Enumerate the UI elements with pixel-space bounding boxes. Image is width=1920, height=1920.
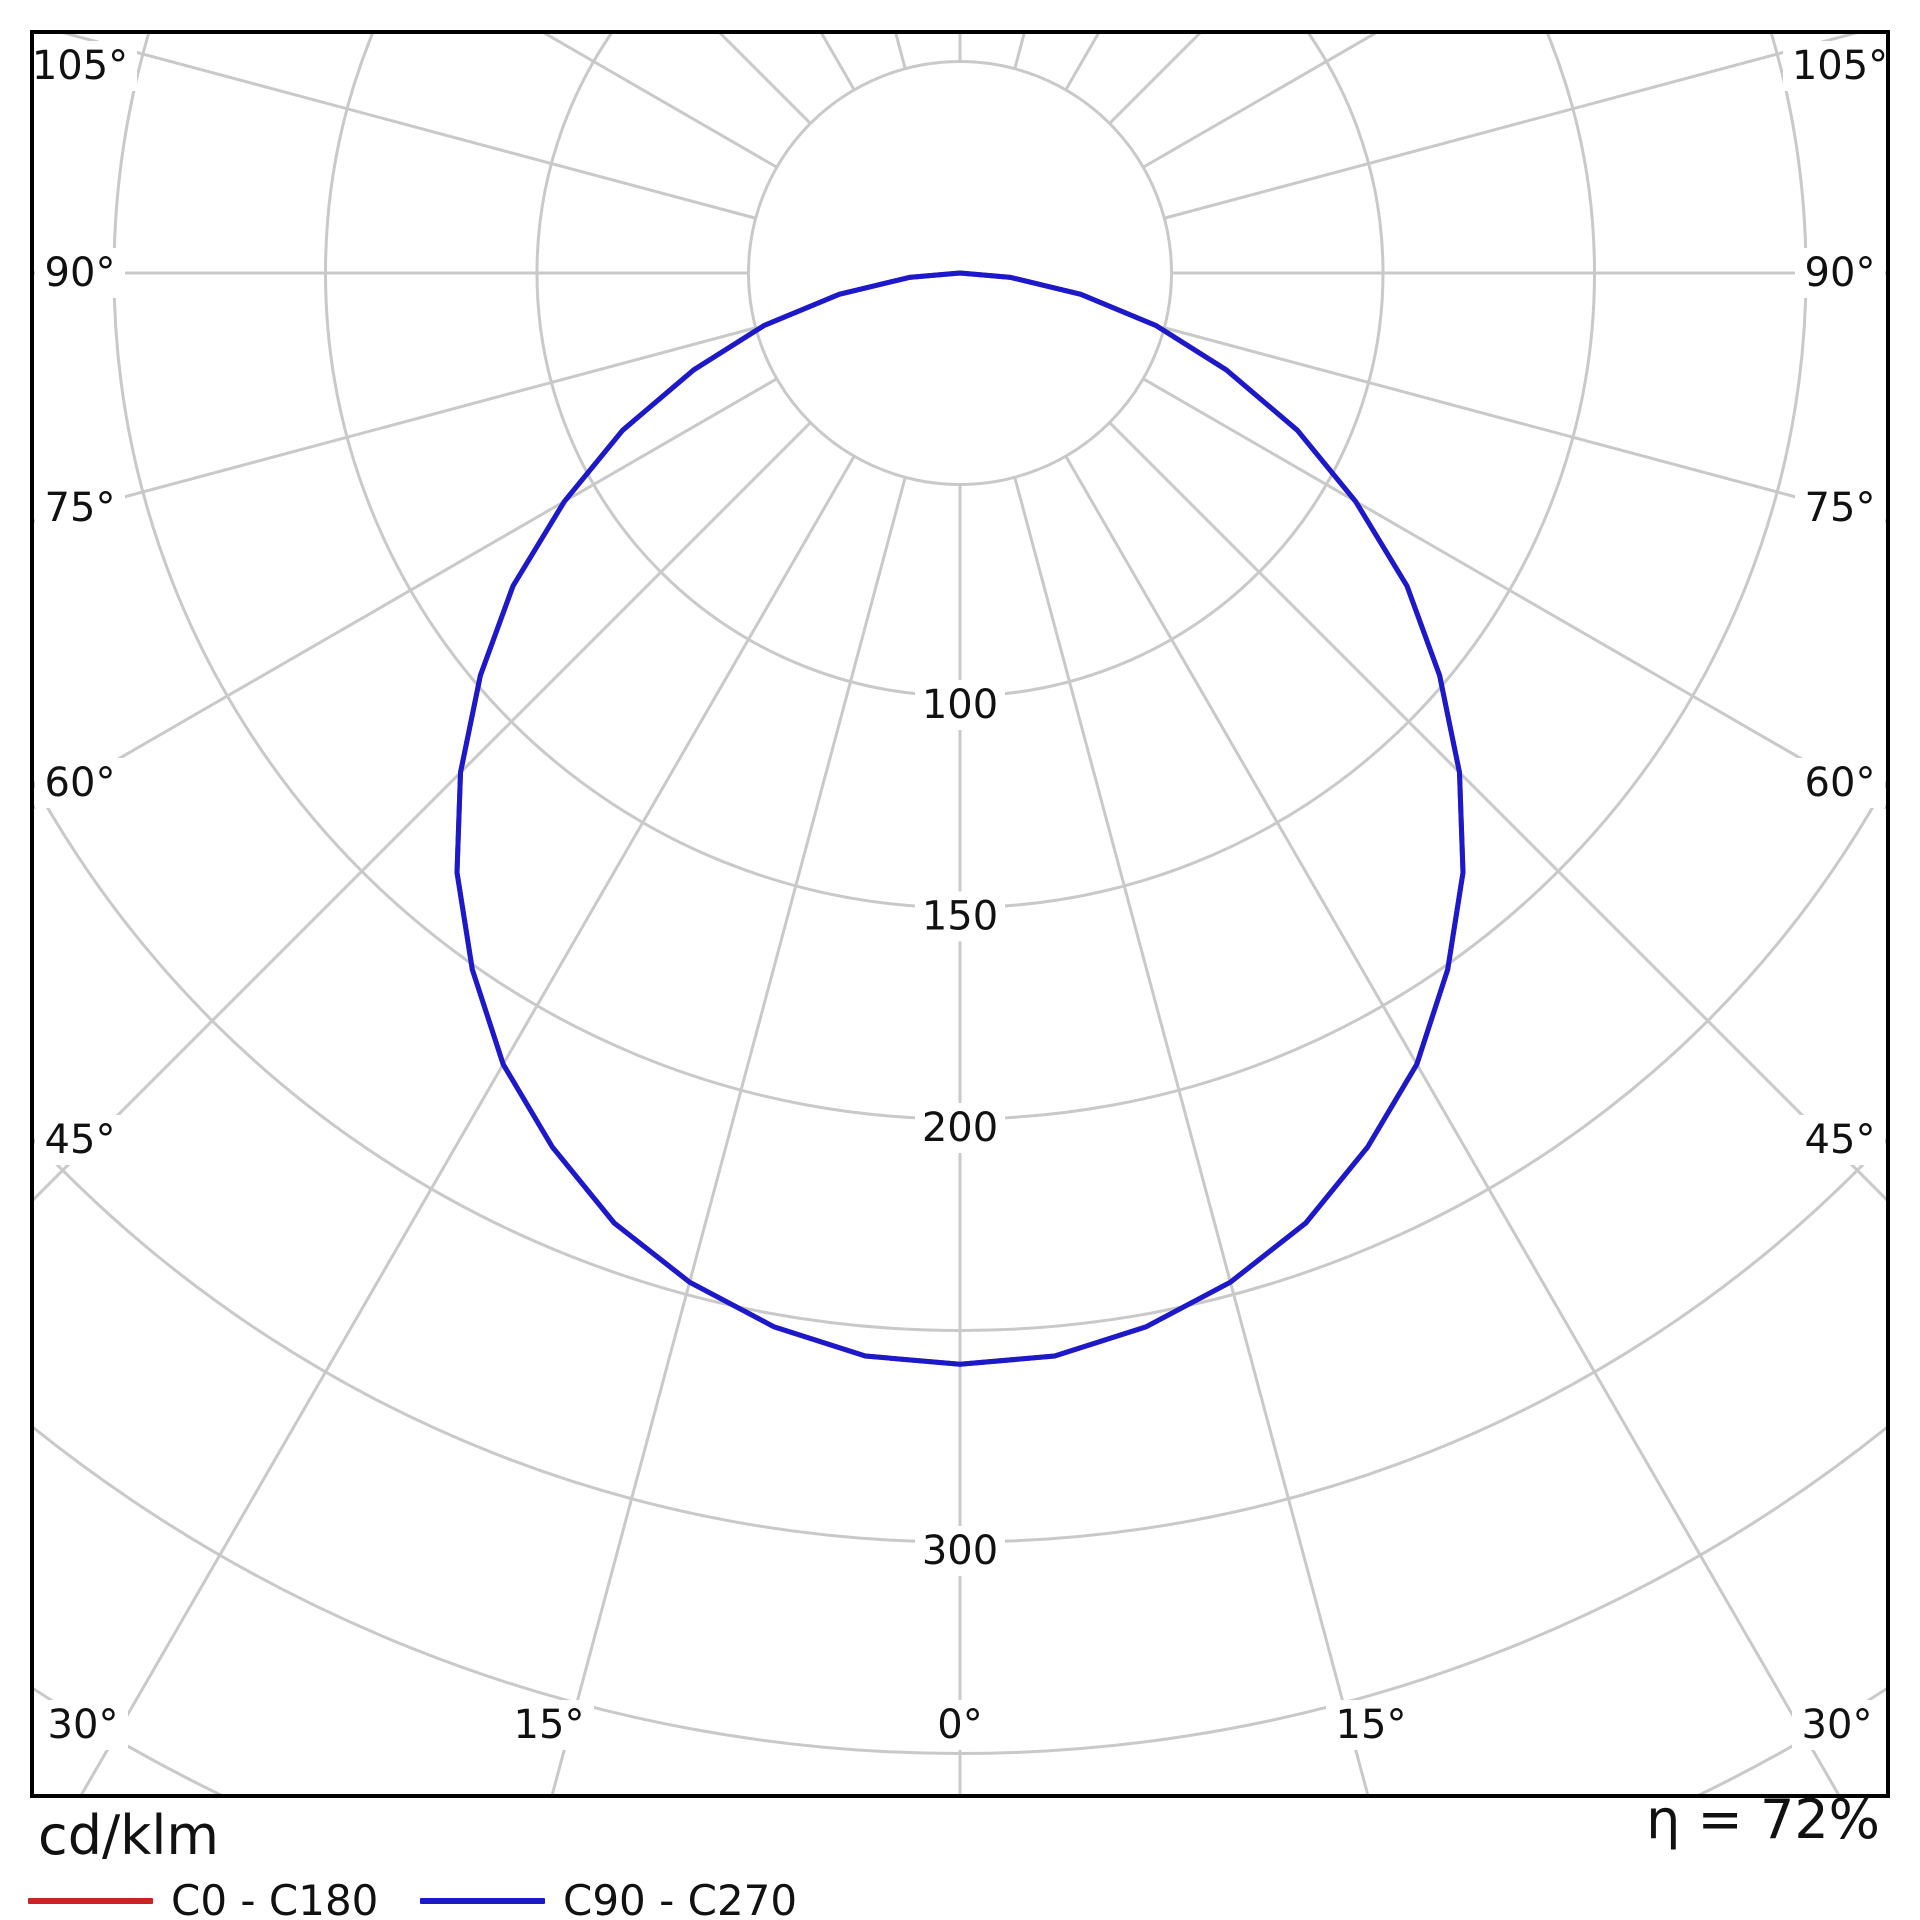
radial-tick-label-300-bg bbox=[915, 1526, 1005, 1576]
curves bbox=[454, 270, 1466, 1367]
angle-label-bottom-3-15°-bg bbox=[1326, 1700, 1416, 1750]
angle-label-right-45°-bg bbox=[1795, 1115, 1885, 1165]
radial-tick-label-100: 100 bbox=[922, 682, 998, 728]
angle-label-bottom-1-15°-bg bbox=[504, 1700, 594, 1750]
legend-line-c0-c180-swatch bbox=[28, 1898, 153, 1904]
efficiency-label: η = 72% bbox=[1646, 1788, 1880, 1851]
angle-label-right-105°: 105° bbox=[1792, 43, 1888, 89]
legend-item-c90-c270: C90 - C270 bbox=[420, 1876, 798, 1920]
angle-label-left-60°: 60° bbox=[45, 760, 116, 806]
legend-label-c0-c180: C0 - C180 bbox=[171, 1876, 379, 1920]
angle-label-right-60°-bg bbox=[1795, 758, 1885, 808]
radial-tick-label-300: 300 bbox=[922, 1528, 998, 1574]
grid-ray-30 bbox=[1064, 455, 1840, 1794]
angle-label-bottom-0-30°-bg bbox=[38, 1700, 128, 1750]
angle-label-bottom-3-15°: 15° bbox=[1336, 1702, 1407, 1748]
grid-labels: 100 150 200 300 105° 90° 75° 60° 45° 105° 90° 75° 60… bbox=[23, 41, 1897, 1750]
angle-label-right-75°: 75° bbox=[1805, 485, 1876, 531]
grid-ray-15 bbox=[1013, 476, 1370, 1794]
grid-ray-75 bbox=[1163, 326, 1886, 523]
angle-label-left-45°: 45° bbox=[45, 1117, 116, 1163]
plot-border bbox=[30, 30, 1890, 1798]
curve-C90-C270 bbox=[454, 270, 1466, 1367]
grid-ray-255 bbox=[62, 34, 757, 220]
angle-label-left-105°-bg bbox=[23, 41, 137, 91]
angle-label-left-45°-bg bbox=[35, 1115, 125, 1165]
radial-tick-label-150: 150 bbox=[922, 894, 998, 940]
radial-tick-label-100-bg bbox=[915, 680, 1005, 730]
legend-item-c0-c180: C0 - C180 bbox=[28, 1876, 379, 1920]
grid-ray-300 bbox=[34, 377, 778, 810]
angle-label-right-90°-bg bbox=[1795, 248, 1885, 298]
grid-ray-45 bbox=[1108, 421, 1886, 1202]
grid-ray-315 bbox=[34, 421, 812, 1202]
angle-label-right-105°-bg bbox=[1783, 41, 1897, 91]
angle-label-bottom-1-15°: 15° bbox=[514, 1702, 585, 1748]
radial-tick-label-200: 200 bbox=[922, 1105, 998, 1151]
grid-ray-60 bbox=[1142, 377, 1886, 810]
grid-ray-285 bbox=[34, 326, 757, 523]
grid-ray-345 bbox=[550, 476, 907, 1794]
angle-label-left-105°: 105° bbox=[32, 43, 128, 89]
angle-label-left-90°: 90° bbox=[45, 250, 116, 296]
legend: C0 - C180 C90 - C270 bbox=[0, 1876, 1920, 1920]
radial-tick-label-150-bg bbox=[915, 891, 1005, 942]
angle-label-bottom-4-30°: 30° bbox=[1802, 1702, 1873, 1748]
angle-label-right-60°: 60° bbox=[1805, 760, 1876, 806]
angle-label-left-60°-bg bbox=[35, 758, 125, 808]
angle-label-right-90°: 90° bbox=[1805, 250, 1876, 296]
angle-label-bottom-4-30°-bg bbox=[1792, 1700, 1882, 1750]
angle-label-bottom-2-0°-bg bbox=[927, 1700, 993, 1750]
legend-line-c90-c270-swatch bbox=[420, 1898, 545, 1904]
angle-label-left-75°-bg bbox=[35, 483, 125, 533]
angle-label-bottom-0-30°: 30° bbox=[48, 1702, 119, 1748]
angle-label-right-45°: 45° bbox=[1805, 1117, 1876, 1163]
angle-label-left-75°: 75° bbox=[45, 485, 116, 531]
radial-tick-label-200-bg bbox=[915, 1103, 1005, 1153]
grid-ray-105 bbox=[1163, 34, 1858, 220]
angle-label-right-75°-bg bbox=[1795, 483, 1885, 533]
angle-label-bottom-2-0°: 0° bbox=[937, 1702, 982, 1748]
unit-label: cd/klm bbox=[38, 1804, 220, 1867]
angle-label-left-90°-bg bbox=[35, 248, 125, 298]
legend-label-c90-c270: C90 - C270 bbox=[563, 1876, 798, 1920]
grid-ray-330 bbox=[80, 455, 856, 1794]
